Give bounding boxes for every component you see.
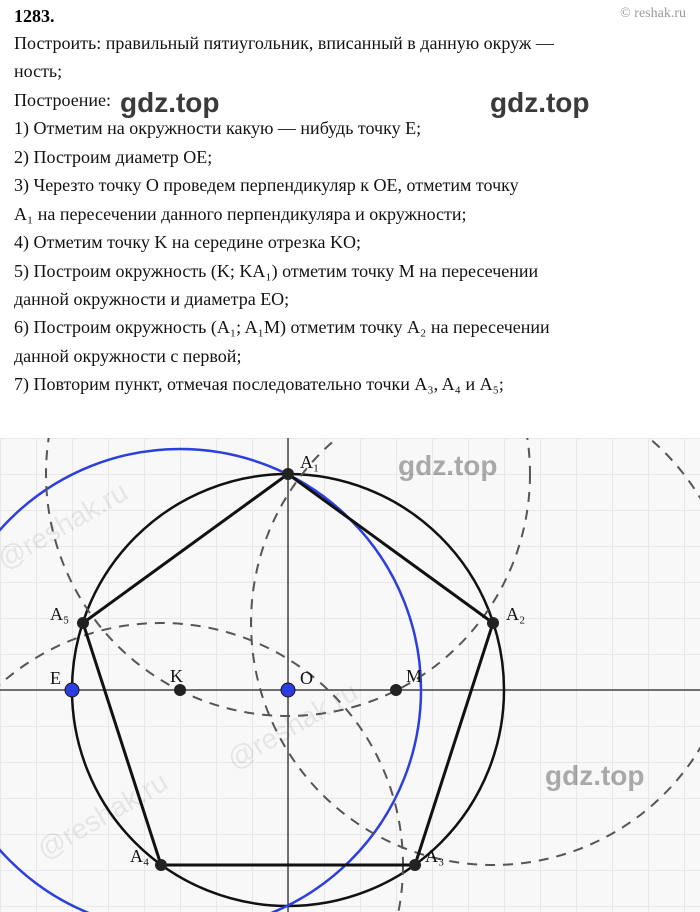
diagram-area: O E K M A₁ A₂ A₃ A₄ A₅ <box>0 438 700 912</box>
step: 4) Отметим точку K на середине отрезка K… <box>14 228 686 256</box>
step: 5) Построим окружность (K; KA₁) отметим … <box>14 257 686 285</box>
problem-text: Построить: правильный пятиугольник, впис… <box>0 27 700 399</box>
header: 1283. © reshak.ru <box>0 0 700 27</box>
line: Построение: <box>14 86 686 114</box>
step: 3) Черезто точку O проведем перпендикуля… <box>14 171 686 199</box>
point-A4 <box>155 859 167 871</box>
line: ность; <box>14 57 686 85</box>
step: данной окружности с первой; <box>14 342 686 370</box>
step: 6) Построим окружность (A₁; A₁M) отметим… <box>14 313 686 341</box>
label-A1: A₁ <box>300 452 319 472</box>
label-O: O <box>300 668 313 688</box>
label-A5: A₅ <box>50 604 69 624</box>
step: 1) Отметим на окружности какую — нибудь … <box>14 114 686 142</box>
point-E <box>65 683 79 697</box>
construction-diagram: O E K M A₁ A₂ A₃ A₄ A₅ <box>0 438 700 912</box>
source-label: © reshak.ru <box>620 6 686 27</box>
label-M: M <box>406 666 422 686</box>
label-E: E <box>50 668 61 688</box>
step: 2) Построим диаметр OE; <box>14 143 686 171</box>
step: 7) Повторим пункт, отмечая последователь… <box>14 370 686 398</box>
page: 1283. © reshak.ru Построить: правильный … <box>0 0 700 912</box>
point-O <box>281 683 295 697</box>
point-A2 <box>487 617 499 629</box>
label-A3: A₃ <box>425 846 444 866</box>
label-A4: A₄ <box>130 846 149 866</box>
label-A2: A₂ <box>506 604 525 624</box>
arc-A2 <box>251 438 700 865</box>
point-A3 <box>409 859 421 871</box>
problem-number: 1283. <box>14 6 55 27</box>
circle-K <box>0 449 421 912</box>
line: Построить: правильный пятиугольник, впис… <box>14 29 686 57</box>
step: данной окружности и диаметра EO; <box>14 285 686 313</box>
label-K: K <box>170 666 183 686</box>
step: A₁ на пересечении данного перпендикуляра… <box>14 200 686 228</box>
point-M <box>390 684 402 696</box>
point-A1 <box>282 468 294 480</box>
point-A5 <box>77 617 89 629</box>
